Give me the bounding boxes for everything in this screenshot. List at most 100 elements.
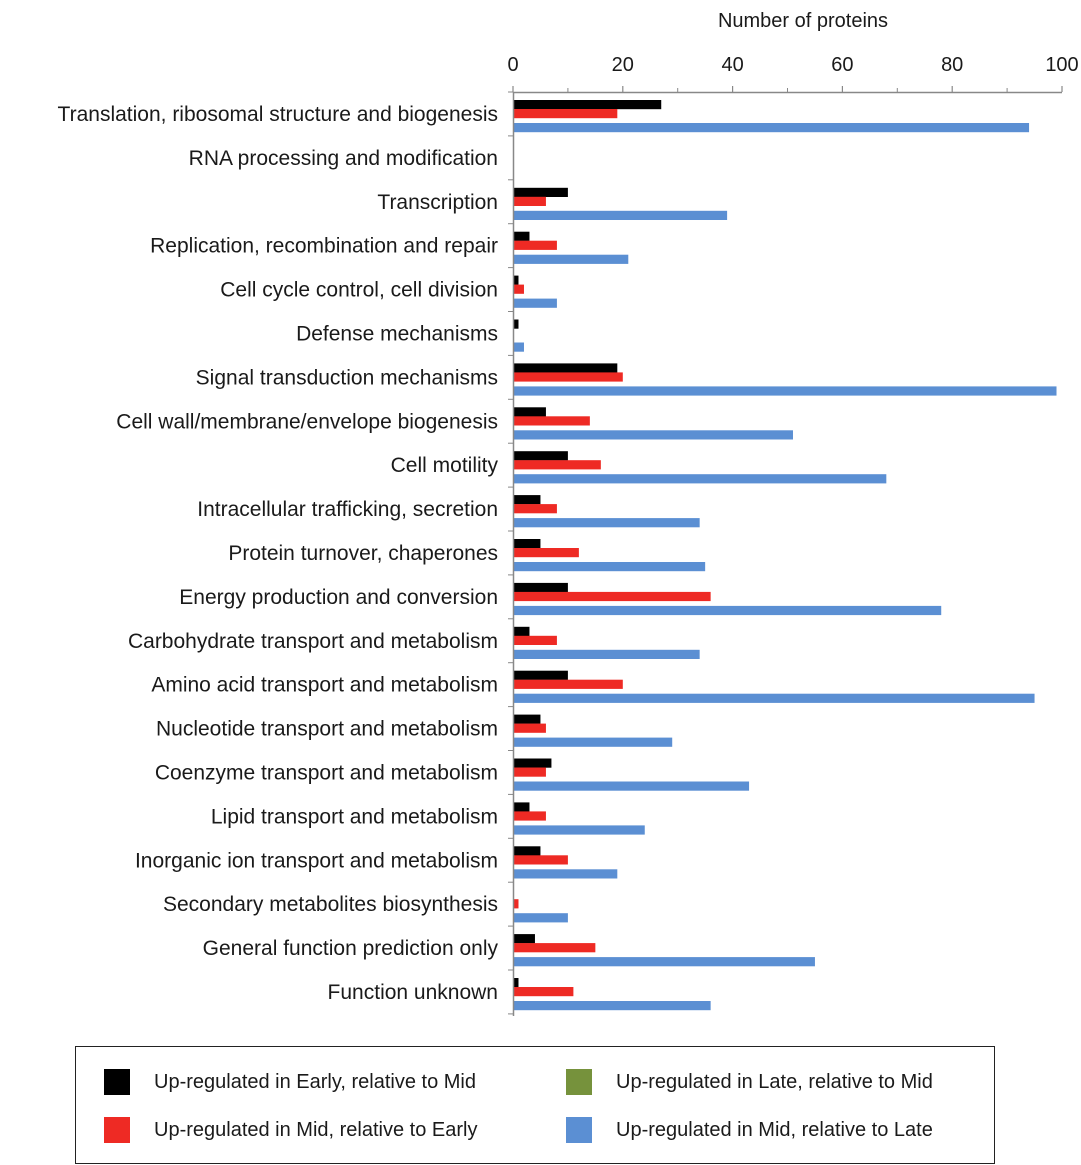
category-label: Transcription [377,191,498,214]
category-label: Signal transduction mechanisms [196,366,498,389]
bar [514,255,628,264]
bar [514,811,546,820]
bar [514,232,529,241]
legend-label-mid-vs-late: Up-regulated in Mid, relative to Late [616,1119,933,1142]
legend-label-mid-vs-early: Up-regulated in Mid, relative to Early [154,1119,477,1142]
category-label: Energy production and conversion [179,586,498,609]
bar [514,343,524,352]
bar [514,416,590,425]
legend-item-mid-vs-late: Up-regulated in Mid, relative to Late [566,1115,933,1145]
bar [514,724,546,733]
bar [514,715,540,724]
bar [514,188,568,197]
x-tick-label: 100 [1045,54,1078,76]
bar [514,518,700,527]
category-label: Carbohydrate transport and metabolism [128,630,498,653]
bar [514,109,617,118]
legend-swatch-mid-vs-late [566,1117,592,1143]
legend-swatch-mid-vs-early [104,1117,130,1143]
bar [514,636,557,645]
category-label: Defense mechanisms [296,323,498,346]
bar [514,825,645,834]
category-label: Cell cycle control, cell division [220,279,498,302]
bar [514,957,815,966]
category-label: Function unknown [328,981,498,1004]
bar [514,548,579,557]
bar [514,495,540,504]
category-labels: Translation, ribosomal structure and bio… [58,92,513,1014]
bar [514,855,568,864]
bar [514,451,568,460]
bar [514,460,601,469]
category-label: Cell wall/membrane/envelope biogenesis [116,410,498,433]
category-label: Intracellular trafficking, secretion [197,498,498,521]
category-label: Secondary metabolites biosynthesis [163,893,498,916]
bar [514,899,518,908]
bar [514,299,557,308]
category-label: Replication, recombination and repair [150,235,498,258]
bar [514,123,1029,132]
bar [514,372,623,381]
bar [514,987,573,996]
legend-item-mid-vs-early: Up-regulated in Mid, relative to Early [104,1115,477,1145]
x-tick-label: 60 [831,54,853,76]
category-label: General function prediction only [203,937,499,960]
bar [514,285,524,294]
x-axis-ticks: 0 20 40 60 80 100 [507,54,1078,92]
bar [514,934,535,943]
bar [514,504,557,513]
bar [514,474,886,483]
bar [514,562,705,571]
category-label: Inorganic ion transport and metabolism [135,849,498,872]
bar [514,539,540,548]
legend: Up-regulated in Early, relative to Mid U… [75,1046,995,1164]
bar [514,694,1035,703]
legend-swatch-early-vs-mid [104,1069,130,1095]
bar [514,407,546,416]
bar [514,671,568,680]
bar [514,759,551,768]
legend-item-early-vs-mid: Up-regulated in Early, relative to Mid [104,1067,476,1097]
legend-label-early-vs-mid: Up-regulated in Early, relative to Mid [154,1071,476,1094]
bar [514,802,529,811]
bar [514,430,793,439]
category-label: Translation, ribosomal structure and bio… [58,103,498,126]
bar [514,241,557,250]
bar [514,650,700,659]
bar [514,363,617,372]
x-axis-title: Number of proteins [718,10,888,32]
category-label: Cell motility [391,454,499,477]
category-label: Lipid transport and metabolism [211,805,498,828]
category-label: Nucleotide transport and metabolism [156,718,498,741]
x-tick-label: 20 [612,54,634,76]
x-tick-label: 0 [507,54,518,76]
category-label: RNA processing and modification [189,147,498,170]
bar [514,978,518,987]
bar [514,276,518,285]
bar [514,869,617,878]
bar [514,680,623,689]
bar [514,782,749,791]
bar [514,606,941,615]
category-label: Amino acid transport and metabolism [151,674,498,697]
legend-label-late-vs-mid: Up-regulated in Late, relative to Mid [616,1071,933,1094]
bar [514,320,518,329]
bar [514,211,727,220]
category-label: Coenzyme transport and metabolism [155,762,498,785]
bar-chart: Number of proteins 0 20 40 60 80 100 Translat… [0,0,1081,1040]
bars [514,100,1057,1010]
bar [514,627,529,636]
bar [514,738,672,747]
legend-swatch-late-vs-mid [566,1069,592,1095]
bar [514,846,540,855]
bar [514,386,1057,395]
bar [514,1001,711,1010]
bar [514,943,595,952]
bar [514,197,546,206]
category-label: Protein turnover, chaperones [228,542,498,565]
bar [514,592,711,601]
x-tick-label: 80 [941,54,963,76]
bar [514,100,661,109]
bar [514,583,568,592]
bar [514,768,546,777]
